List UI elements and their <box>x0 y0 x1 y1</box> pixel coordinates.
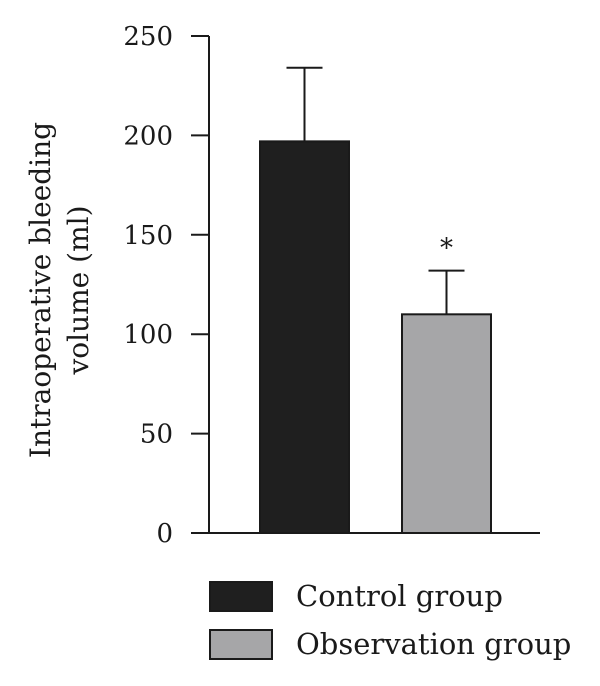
y-tick-label: 150 <box>123 221 173 251</box>
bar-control-group <box>259 140 350 534</box>
y-axis: 0 50 100 150 200 250 <box>123 22 210 549</box>
annotations: * <box>440 234 453 264</box>
bars <box>259 140 492 534</box>
y-tick-label: 200 <box>123 121 173 151</box>
y-axis-title-line: Intraoperative bleeding <box>24 122 57 458</box>
y-tick-label: 50 <box>140 420 173 450</box>
error-bars <box>286 66 465 315</box>
y-axis-title-line: volume (ml) <box>62 205 95 375</box>
y-tick-label: 250 <box>123 22 173 52</box>
significance-marker: * <box>440 234 453 264</box>
legend-swatch <box>209 581 273 612</box>
legend-label: Observation group <box>296 627 571 661</box>
legend-label: Control group <box>296 579 503 613</box>
legend-swatch <box>209 629 273 660</box>
y-tick-label: 100 <box>123 320 173 350</box>
bar-observation-group <box>401 313 492 534</box>
y-tick-label: 0 <box>156 519 173 549</box>
y-axis-title: Intraoperative bleeding volume (ml) <box>24 122 95 458</box>
legend: Control group Observation group <box>209 579 571 661</box>
